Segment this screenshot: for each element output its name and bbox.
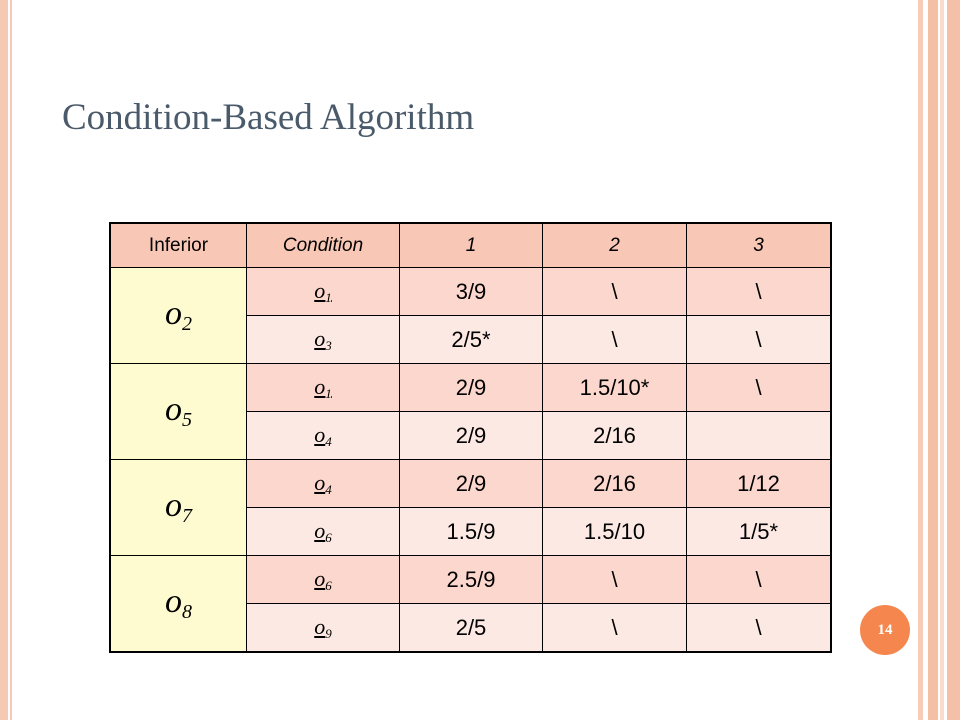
value-cell: 2.5/9 xyxy=(399,555,543,604)
value-cell-highlight: 1/5* xyxy=(686,507,832,556)
value-cell: 2/5 xyxy=(399,603,543,653)
value-cell: 1/12 xyxy=(686,459,832,508)
value-cell-highlight: 2/5* xyxy=(399,315,543,364)
condition-cell: o4 xyxy=(246,411,400,460)
value-cell: \ xyxy=(542,315,687,364)
value-cell: \ xyxy=(542,267,687,316)
table-row: o9 2/5 \ \ xyxy=(110,603,832,653)
table-row: o7 o4 2/9 2/16 1/12 xyxy=(109,459,832,556)
value-cell: \ xyxy=(686,363,832,412)
value-cell: 2/9 xyxy=(399,363,543,412)
condition-cell: o6 xyxy=(246,507,400,556)
inferior-cell: o5 xyxy=(109,363,247,460)
table-header-row: Inferior Condition 1 2 3 xyxy=(109,222,832,268)
inferior-cell: o8 xyxy=(109,555,247,653)
condition-cell: o1 xyxy=(246,363,400,412)
condition-cell: o3 xyxy=(246,315,400,364)
value-cell: \ xyxy=(542,603,687,653)
right-stripe xyxy=(918,0,923,720)
value-cell: \ xyxy=(542,555,687,604)
value-cell: 1.5/10 xyxy=(542,507,687,556)
header-condition: Condition xyxy=(246,222,400,268)
condition-cell: o4 xyxy=(246,459,400,508)
value-cell: \ xyxy=(686,267,832,316)
value-cell xyxy=(686,411,832,460)
table-row: o6 1.5/9 1.5/10 1/5* xyxy=(110,507,832,556)
header-col-1: 1 xyxy=(399,222,543,268)
slide-title: Condition-Based Algorithm xyxy=(62,97,475,138)
value-cell: \ xyxy=(686,603,832,653)
value-cell: 2/16 xyxy=(542,411,687,460)
value-cell-highlight: 1.5/10* xyxy=(542,363,687,412)
header-col-3: 3 xyxy=(686,222,832,268)
left-border xyxy=(0,0,8,720)
value-cell: 2/9 xyxy=(399,459,543,508)
value-cell: 2/9 xyxy=(399,411,543,460)
value-cell: 3/9 xyxy=(399,267,543,316)
table-row: o3 2/5* \ \ xyxy=(110,315,832,364)
table-row: o8 o6 2.5/9 \ \ xyxy=(109,555,832,653)
condition-cell: o1 xyxy=(246,267,400,316)
header-col-2: 2 xyxy=(542,222,687,268)
right-stripe xyxy=(928,0,938,720)
value-cell: 1.5/9 xyxy=(399,507,543,556)
table-row: o4 2/9 2/16 xyxy=(110,411,832,460)
value-cell: 2/16 xyxy=(542,459,687,508)
header-inferior: Inferior xyxy=(109,222,247,268)
right-stripe xyxy=(940,0,944,720)
table-row: o2 o1 3/9 \ \ xyxy=(109,267,832,364)
condition-table: Inferior Condition 1 2 3 o2 o1 3/9 \ \ o… xyxy=(109,222,832,653)
inferior-cell: o7 xyxy=(109,459,247,556)
page-number-badge: 14 xyxy=(860,605,910,655)
value-cell: \ xyxy=(686,555,832,604)
left-border-line xyxy=(10,0,12,720)
condition-cell: o9 xyxy=(246,603,400,653)
table-row: o5 o1 2/9 1.5/10* \ xyxy=(109,363,832,460)
value-cell: \ xyxy=(686,315,832,364)
condition-cell: o6 xyxy=(246,555,400,604)
right-stripe xyxy=(947,0,960,720)
inferior-cell: o2 xyxy=(109,267,247,364)
